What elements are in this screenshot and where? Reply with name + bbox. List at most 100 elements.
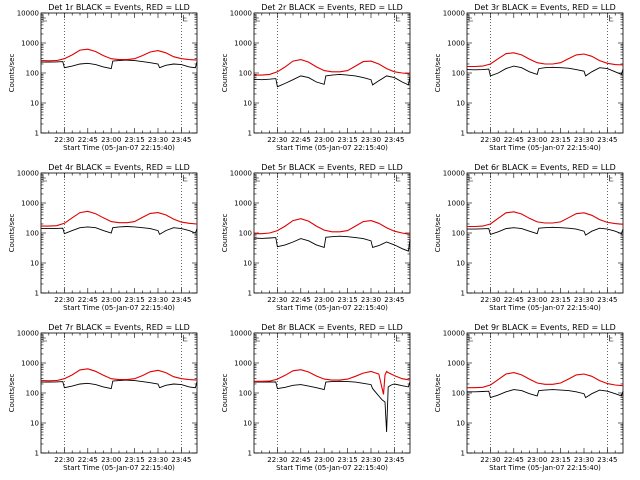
y-tick-label: 10 [243, 260, 252, 268]
x-axis-label: Start Time (05-Jan-07 22:15:40) [489, 464, 601, 472]
x-tick-label: 23:00 [314, 456, 334, 464]
e-flag-icon [255, 15, 260, 22]
x-tick-label: 22:30 [267, 456, 287, 464]
y-axis-label: Counts/sec [221, 374, 229, 413]
y-tick-label: 1000 [21, 360, 39, 368]
y-tick-label: 100 [26, 230, 39, 238]
series-line-lld [254, 218, 411, 235]
chart-title: Det 1r BLACK = Events, RED = LLD [48, 3, 190, 12]
x-axis-label: Start Time (05-Jan-07 22:15:40) [276, 464, 388, 472]
y-tick-label: 1 [35, 450, 39, 458]
e-flag-icon [396, 15, 401, 22]
panel-det-8r: Det 8r BLACK = Events, RED = LLD 1 10 100 10… [221, 323, 411, 472]
x-tick-label: 23:30 [361, 296, 381, 304]
y-tick-label: 100 [26, 390, 39, 398]
series-line-events [467, 389, 624, 399]
chart-title: Det 5r BLACK = Events, RED = LLD [261, 163, 403, 172]
y-axis-label: Counts/sec [434, 374, 442, 413]
e-flag-icon [42, 175, 47, 182]
series-line-lld [467, 372, 624, 389]
y-axis-label: Counts/sec [8, 214, 16, 253]
y-tick-label: 1000 [234, 360, 252, 368]
x-tick-label: 23:30 [148, 136, 168, 144]
e-flag-icon [183, 175, 188, 182]
e-flag-icon [42, 15, 47, 22]
y-tick-label: 1000 [21, 40, 39, 48]
e-flag-icon [468, 335, 473, 342]
y-tick-label: 10 [243, 100, 252, 108]
e-flag-icon [609, 15, 614, 22]
e-flag-icon [468, 175, 473, 182]
y-tick-label: 1 [461, 130, 465, 138]
x-tick-label: 23:30 [361, 456, 381, 464]
y-tick-label: 10 [30, 420, 39, 428]
x-tick-label: 23:00 [101, 136, 121, 144]
x-tick-label: 23:45 [597, 136, 617, 144]
y-tick-label: 1 [461, 290, 465, 298]
y-tick-label: 1 [248, 290, 252, 298]
x-tick-label: 23:00 [101, 456, 121, 464]
y-tick-label: 1 [461, 450, 465, 458]
y-tick-label: 1000 [447, 40, 465, 48]
x-tick-label: 23:15 [551, 136, 571, 144]
panel-det-3r: Det 3r BLACK = Events, RED = LLD 1 10 100 10… [434, 3, 624, 152]
x-tick-label: 22:30 [54, 456, 74, 464]
series-line-lld [40, 48, 198, 62]
panel-det-6r: Det 6r BLACK = Events, RED = LLD 1 10 100 10… [434, 163, 624, 312]
y-tick-label: 10000 [443, 170, 465, 178]
x-tick-label: 23:15 [125, 136, 145, 144]
y-tick-label: 10 [30, 260, 39, 268]
y-axis-label: Counts/sec [434, 54, 442, 93]
y-tick-label: 1 [248, 130, 252, 138]
x-tick-label: 22:30 [54, 136, 74, 144]
x-tick-label: 23:30 [574, 296, 594, 304]
series-line-events [467, 226, 624, 236]
x-tick-label: 22:45 [504, 456, 524, 464]
x-tick-label: 23:00 [527, 136, 547, 144]
panel-det-9r: Det 9r BLACK = Events, RED = LLD 1 10 100 10… [434, 323, 624, 472]
x-tick-label: 23:15 [338, 296, 358, 304]
series-line-events [253, 73, 411, 88]
x-tick-label: 22:30 [267, 136, 287, 144]
x-tick-label: 22:45 [504, 136, 524, 144]
x-tick-label: 23:30 [148, 296, 168, 304]
y-tick-label: 10000 [17, 170, 39, 178]
y-tick-label: 10 [243, 420, 252, 428]
panel-det-7r: Det 7r BLACK = Events, RED = LLD 1 10 100 10… [8, 323, 198, 472]
y-tick-label: 10 [456, 420, 465, 428]
chart-title: Det 7r BLACK = Events, RED = LLD [48, 323, 190, 332]
x-tick-label: 22:45 [78, 456, 98, 464]
y-tick-label: 100 [26, 70, 39, 78]
x-tick-label: 23:15 [551, 296, 571, 304]
y-tick-label: 100 [452, 70, 465, 78]
series-line-lld [254, 369, 411, 395]
x-tick-label: 22:45 [504, 296, 524, 304]
y-tick-label: 10000 [230, 10, 252, 18]
y-tick-label: 100 [239, 70, 252, 78]
y-tick-label: 10000 [443, 330, 465, 338]
x-tick-label: 23:30 [574, 456, 594, 464]
x-tick-label: 23:30 [148, 456, 168, 464]
x-tick-label: 22:30 [480, 456, 500, 464]
x-tick-label: 23:45 [171, 136, 191, 144]
y-tick-label: 1000 [447, 360, 465, 368]
y-axis-label: Counts/sec [221, 54, 229, 93]
x-axis-label: Start Time (05-Jan-07 22:15:40) [63, 304, 175, 312]
y-tick-label: 10000 [17, 330, 39, 338]
e-flag-icon [396, 175, 401, 182]
e-flag-icon [468, 15, 473, 22]
x-tick-label: 23:00 [314, 136, 334, 144]
series-line-events [254, 380, 411, 433]
x-tick-label: 23:45 [384, 296, 404, 304]
panel-det-5r: Det 5r BLACK = Events, RED = LLD 1 10 100 10… [221, 163, 411, 312]
x-tick-label: 23:45 [384, 136, 404, 144]
x-tick-label: 23:15 [125, 456, 145, 464]
e-flag-icon [609, 335, 614, 342]
panel-det-2r: Det 2r BLACK = Events, RED = LLD 1 10 100 10… [221, 3, 411, 152]
chart-title: Det 2r BLACK = Events, RED = LLD [261, 3, 403, 12]
x-tick-label: 23:15 [338, 456, 358, 464]
e-flag-icon [183, 335, 188, 342]
x-tick-label: 23:30 [574, 136, 594, 144]
x-tick-label: 23:45 [171, 456, 191, 464]
y-tick-label: 100 [452, 230, 465, 238]
